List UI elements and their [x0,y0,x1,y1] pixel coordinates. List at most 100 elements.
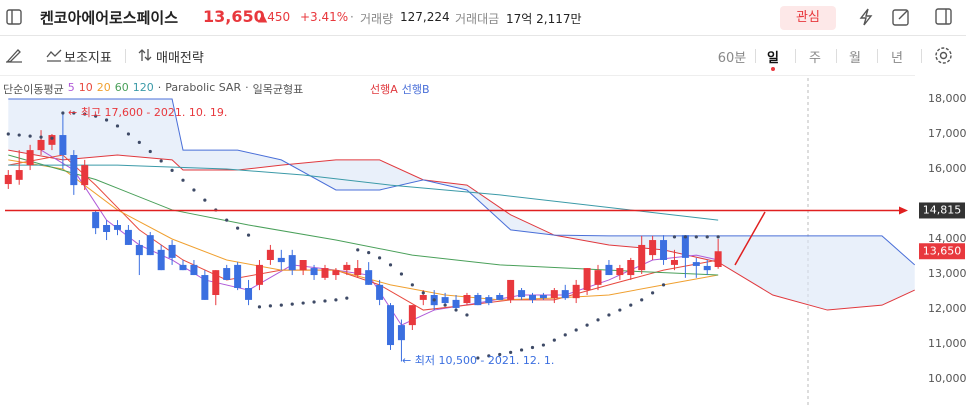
settings-icon[interactable] [934,46,953,65]
sar-dot [148,149,152,154]
candle-body [539,295,547,299]
sar-dot [28,134,32,138]
price-tag [919,202,965,219]
edit-icon[interactable] [892,8,910,26]
candle-body [59,135,67,155]
candle-body [288,255,296,271]
candle-body [266,249,274,260]
sar-dot [181,178,185,182]
sidebar-icon[interactable] [6,9,22,25]
separator: · [350,10,354,24]
period-button[interactable]: 60분 [717,51,747,66]
amount: 17억 2,117만 [506,12,582,26]
level-label: 14,815 [923,203,962,216]
legend-label: Parabolic SAR [165,81,242,94]
legend-item: 60 [114,81,129,94]
candle-body [179,264,187,271]
legend-sep: · [157,81,162,94]
sar-dot [17,133,21,137]
candle-body [638,244,646,271]
candle-body [92,212,100,229]
volume-label: 거래량 [360,12,394,26]
y-tick-label: 18,000 [928,92,966,105]
price-tag [919,243,965,260]
draw-icon[interactable] [5,47,23,63]
candle-body [124,229,132,245]
sar-dot [279,303,283,307]
legend: 단순이동평균 5 10 20 60 120 · Parabolic SAR · 일목균형… [3,81,303,97]
candle-body [507,279,515,300]
separator [836,49,837,63]
period-button[interactable]: 일 [767,51,779,66]
candle-body [441,297,449,304]
sar-dot [115,124,120,128]
sar-dot [72,111,76,115]
indicators-button[interactable]: 보조지표 [64,51,112,66]
candle-body [561,290,569,299]
sar-dot [487,354,491,358]
amount-label: 거래대금 [455,12,500,26]
period-button[interactable]: 년 [891,51,903,66]
candle-body [583,268,591,291]
strategy-button[interactable]: 매매전략 [156,51,204,66]
candle-body [26,150,34,166]
panel-icon[interactable] [935,8,953,26]
y-tick-label: 17,000 [928,127,966,140]
candle-body [234,264,242,288]
candle-body [594,270,602,285]
sar-dot [367,251,371,255]
sar-dot [596,318,600,322]
sar-dot [683,235,687,239]
candle-body [627,260,635,276]
sar-dot [629,303,633,307]
candle-body [146,235,154,256]
candle-body [463,295,471,304]
candle-body [365,270,373,285]
sar-dot [607,313,611,317]
divider [0,75,915,76]
sar-dot [410,283,414,287]
candle-body [321,268,329,278]
volume: 127,224 [400,10,450,24]
sar-dot [443,303,447,307]
legend-label: 단순이동평균 [3,83,64,96]
sar-dot [50,136,54,140]
strategy-icon[interactable] [138,48,152,62]
separator [921,49,922,63]
sar-dot [498,352,502,357]
legend-items: 5 10 20 60 120 [68,81,154,97]
legend-item: 선행B [401,83,430,96]
sar-dot [61,111,65,115]
sar-dot [6,132,10,136]
sar-dot [192,188,196,192]
watch-button[interactable]: 관심 [780,6,836,30]
legend-sep: · [245,81,249,94]
sar-dot [509,350,513,354]
period-button[interactable]: 월 [849,51,861,66]
sar-dot [716,235,720,239]
candle-body [474,295,482,306]
indicator-icon[interactable] [46,48,62,62]
legend-item: 10 [78,81,93,94]
ichimoku-cloud [8,99,915,311]
period-button[interactable]: 주 [809,51,821,66]
sar-dot [159,159,163,163]
sar-dot [541,343,546,347]
candle-body [714,251,722,267]
candle-body [212,270,220,295]
candle-body [408,305,416,326]
sar-dot [236,226,240,230]
flash-icon[interactable] [857,8,875,26]
candle-body [376,284,384,300]
sar-dot [39,135,43,139]
candle-body [48,135,56,145]
candle-body [332,270,340,276]
y-tick-label: 10,000 [928,372,966,385]
legend-item: 120 [132,81,154,94]
legend-label: 일목균형표 [252,83,304,96]
candle-body [37,139,45,151]
candle-body [245,288,253,300]
candle-body [299,260,307,271]
sar-dot [104,118,109,122]
candle-body [113,225,121,230]
